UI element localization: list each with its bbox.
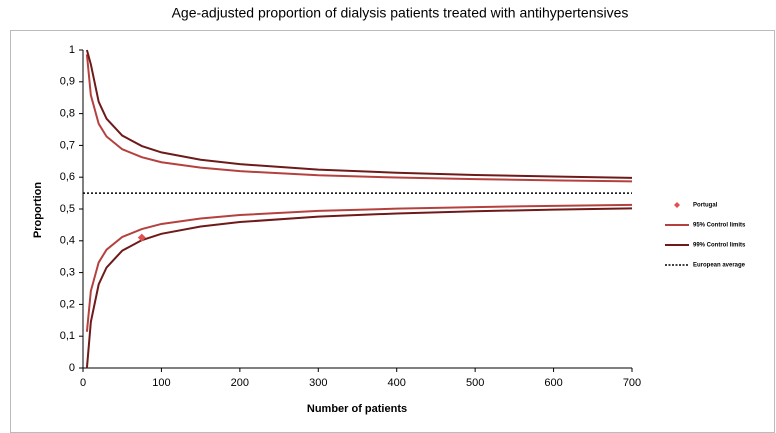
x-tick-label: 500 — [466, 377, 484, 389]
y-tick-label: 0 — [69, 362, 75, 374]
y-tick-label: 0,5 — [60, 203, 75, 215]
y-tick-label: 1 — [69, 44, 75, 56]
y-tick-label: 0,1 — [60, 330, 75, 342]
x-axis-label: Number of patients — [307, 403, 407, 415]
y-tick-label: 0,3 — [60, 267, 75, 279]
y-tick-label: 0,6 — [60, 171, 75, 183]
legend-label: European average — [693, 263, 746, 269]
y-tick-label: 0,7 — [60, 139, 75, 151]
data-point — [137, 233, 146, 242]
control-limit-line — [85, 207, 633, 369]
chart-frame — [10, 30, 775, 433]
legend-label: 99% Control limits — [693, 243, 746, 249]
control-limit-line — [85, 203, 633, 332]
x-tick-label: 300 — [309, 377, 327, 389]
chart-title: Age-adjusted proportion of dialysis pati… — [172, 5, 629, 21]
legend-marker — [674, 202, 680, 208]
y-tick-label: 0,2 — [60, 298, 75, 310]
y-tick-label: 0,4 — [60, 235, 75, 247]
x-tick-label: 0 — [80, 377, 86, 389]
y-tick-label: 0,8 — [60, 108, 75, 120]
legend-label: Portugal — [693, 203, 718, 209]
control-limit-line — [85, 49, 633, 179]
x-tick-label: 700 — [623, 377, 641, 389]
y-axis-label: Proportion — [32, 182, 44, 238]
x-tick-label: 600 — [544, 377, 562, 389]
x-tick-label: 200 — [231, 377, 249, 389]
y-tick-label: 0,9 — [60, 76, 75, 88]
control-limit-line — [85, 54, 633, 183]
x-tick-label: 100 — [152, 377, 170, 389]
legend-label: 95% Control limits — [693, 223, 746, 229]
x-tick-label: 400 — [388, 377, 406, 389]
